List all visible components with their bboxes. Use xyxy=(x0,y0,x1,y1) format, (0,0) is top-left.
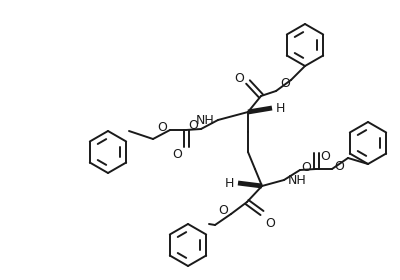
Text: O: O xyxy=(234,71,244,85)
Text: H: H xyxy=(276,102,285,115)
Text: O: O xyxy=(334,160,344,172)
Text: O: O xyxy=(172,148,182,161)
Text: O: O xyxy=(320,150,330,163)
Text: O: O xyxy=(301,160,311,174)
Text: O: O xyxy=(218,204,228,218)
Text: O: O xyxy=(157,120,167,134)
Text: NH: NH xyxy=(288,174,307,186)
Text: H: H xyxy=(225,176,234,190)
Text: O: O xyxy=(280,76,290,90)
Text: NH: NH xyxy=(195,113,214,127)
Text: O: O xyxy=(265,217,275,230)
Text: O: O xyxy=(188,118,198,132)
